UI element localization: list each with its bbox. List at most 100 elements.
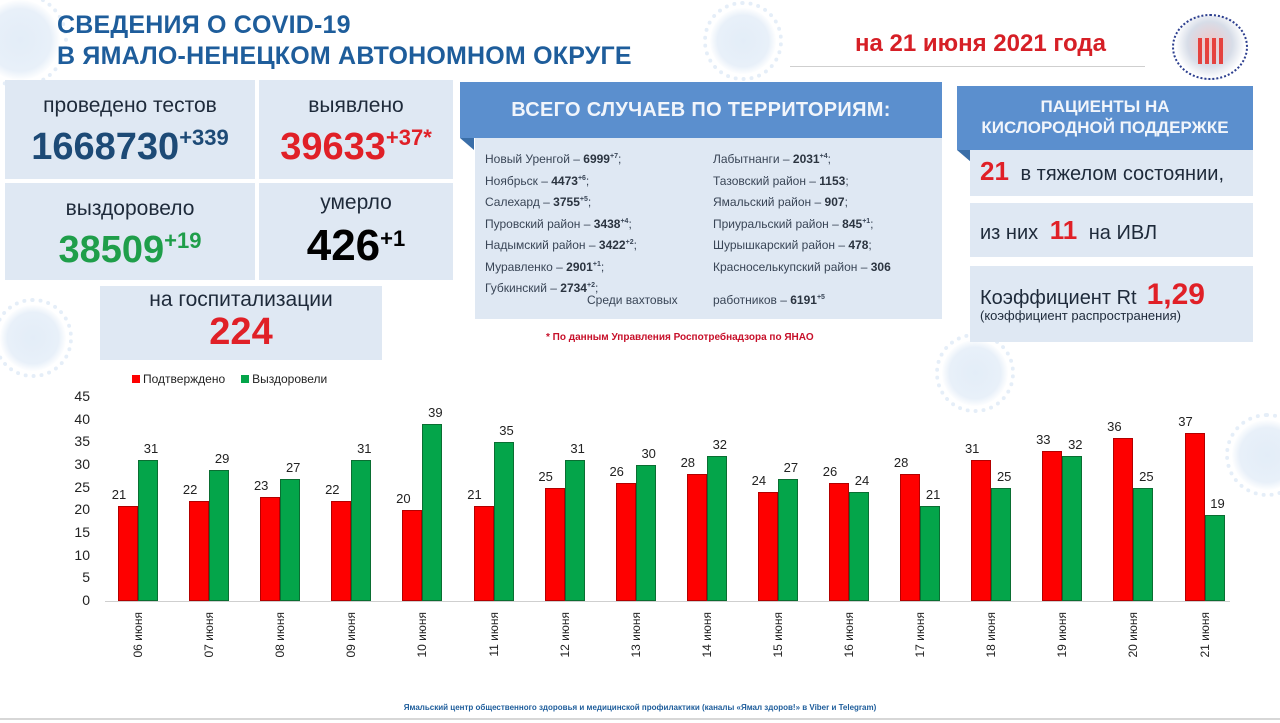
bar-value-label: 21 — [925, 486, 941, 502]
x-tick-label: 18 июня — [984, 612, 999, 658]
rt-coefficient-card: Коэффициент Rt 1,29 (коэффициент распрост… — [970, 266, 1253, 342]
confirmed-bar — [686, 474, 707, 601]
bar-value-label: 31 — [357, 441, 372, 457]
x-tick-label: 17 июня — [913, 612, 928, 658]
severe-count: 21 — [980, 156, 1009, 186]
bar-value-label: 21 — [111, 486, 127, 502]
bar-value-label: 31 — [143, 441, 159, 457]
virus-decoration-icon — [0, 298, 73, 378]
recovered-bar — [564, 460, 585, 601]
confirmed-bar — [1042, 451, 1063, 601]
bar-value-label: 22 — [325, 482, 340, 498]
bar-value-label: 33 — [1036, 432, 1051, 448]
virus-decoration-icon — [935, 333, 1015, 413]
tests-card: проведено тестов 1668730+339 — [5, 80, 255, 179]
territories-title: ВСЕГО СЛУЧАЕВ ПО ТЕРРИТОРИЯМ: — [460, 82, 942, 138]
x-tick-label: 12 июня — [557, 612, 572, 658]
recovered-value: 38509+19 — [58, 228, 202, 271]
y-tick-label: 40 — [74, 410, 90, 427]
died-value: 426+1 — [306, 221, 406, 270]
oxygen-support-title: ПАЦИЕНТЫ НА КИСЛОРОДНОЙ ПОДДЕРЖКЕ — [957, 86, 1253, 150]
territory-item: Пуровский район – 3438+4; — [485, 216, 632, 231]
territory-item: Ноябрьск – 4473+6; — [485, 173, 590, 188]
bar-value-label: 28 — [680, 455, 696, 471]
legend-recovered: Выздоровели — [241, 372, 327, 386]
x-tick-label: 07 июня — [202, 612, 217, 658]
legend-confirmed: Подтверждено — [132, 372, 225, 386]
recovered-bar — [138, 460, 158, 601]
recovered-card: выздоровело 38509+19 — [5, 183, 255, 280]
confirmed-bar — [757, 492, 778, 601]
x-tick-label: 11 июня — [486, 612, 501, 657]
confirmed-bar — [189, 501, 210, 601]
y-tick-label: 30 — [74, 456, 90, 472]
confirmed-bar — [971, 460, 992, 601]
virus-decoration-icon — [0, 0, 68, 88]
bar-value-label: 28 — [893, 455, 909, 471]
y-tick-label: 0 — [82, 592, 90, 608]
territory-item: Ямальский район – 907; — [713, 195, 848, 209]
recovered-swatch-icon — [241, 375, 250, 383]
recovered-bar — [706, 455, 727, 601]
x-tick-label: 08 июня — [273, 612, 288, 658]
territory-item: Лабытнанги – 2031+4; — [713, 152, 831, 166]
bar-value-label: 23 — [253, 477, 269, 493]
bar-value-label: 21 — [467, 486, 482, 502]
bar-value-label: 26 — [822, 464, 838, 480]
territories-right-list: Лабытнанги – 2031+4; Тазовский район – 1… — [713, 146, 891, 275]
confirmed-bar — [1184, 433, 1205, 601]
recovered-bar — [849, 492, 869, 601]
x-tick-label: 20 июня — [1126, 612, 1141, 658]
x-tick-label: 21 июня — [1197, 612, 1212, 658]
bar-value-label: 37 — [1178, 414, 1193, 430]
bar-value-label: 32 — [712, 436, 728, 452]
shift-workers-item: работников – 6191+5 — [713, 293, 825, 307]
x-tick-label: 09 июня — [344, 612, 359, 658]
detected-value: 39633+37* — [280, 125, 432, 168]
title-line-1: СВЕДЕНИЯ О COVID-19 — [57, 11, 351, 39]
x-axis-line — [105, 601, 1230, 602]
ventilator-count: 11 — [1049, 215, 1078, 245]
severe-text: в тяжелом состоянии, — [1020, 163, 1224, 185]
recovered-bar — [422, 424, 443, 601]
bar-value-label: 31 — [964, 441, 980, 457]
hospitalized-card: на госпитализации 224 — [100, 286, 382, 360]
ventilator-card: из них 11 на ИВЛ — [970, 203, 1253, 257]
rt-note: (коэффициент распространения) — [980, 308, 1181, 323]
chart-legend: Подтверждено Выздоровели — [132, 372, 327, 386]
footer-credit: Ямальский центр общественного здоровья и… — [403, 703, 877, 712]
confirmed-bar — [118, 505, 138, 601]
confirmed-bar — [829, 483, 849, 601]
bar-value-label: 20 — [396, 491, 411, 507]
x-tick-label: 13 июня — [628, 612, 643, 658]
x-tick-label: 15 июня — [770, 612, 785, 658]
recovered-bar — [280, 478, 301, 601]
confirmed-bar — [473, 505, 494, 601]
y-tick-label: 25 — [74, 478, 90, 495]
y-tick-label: 45 — [74, 388, 90, 404]
ribbon-fold — [957, 150, 971, 162]
y-tick-label: 35 — [74, 433, 90, 450]
territory-item: Новый Уренгой – 6999+7; — [485, 152, 622, 166]
x-tick-label: 14 июня — [699, 612, 714, 658]
tests-value: 1668730+339 — [31, 125, 229, 168]
confirmed-bar — [331, 501, 352, 601]
territory-item: Тазовский район – 1153; — [713, 173, 849, 188]
territories-panel: Новый Уренгой – 6999+7; Ноябрьск – 4473+… — [475, 138, 942, 319]
recovered-bar — [991, 487, 1012, 601]
territory-item: Губкинский – 2734+2; — [485, 281, 599, 295]
bar-value-label: 29 — [214, 450, 230, 466]
bar-value-label: 19 — [1210, 495, 1225, 511]
recovered-bar — [351, 460, 372, 601]
tests-label: проведено тестов — [43, 94, 217, 117]
bar-value-label: 24 — [751, 473, 767, 489]
x-tick-label: 06 июня — [131, 612, 145, 658]
confirmed-bar — [402, 510, 423, 601]
title-line-2: В ЯМАЛО-НЕНЕЦКОМ АВТОНОМНОМ ОКРУГЕ — [57, 42, 632, 70]
bar-value-label: 39 — [428, 405, 443, 421]
confirmed-swatch-icon — [132, 375, 140, 383]
recovered-bar — [777, 478, 798, 601]
ribbon-fold — [460, 138, 474, 150]
territory-item: Салехард – 3755+5; — [485, 195, 592, 209]
confirmed-bar — [544, 487, 565, 601]
